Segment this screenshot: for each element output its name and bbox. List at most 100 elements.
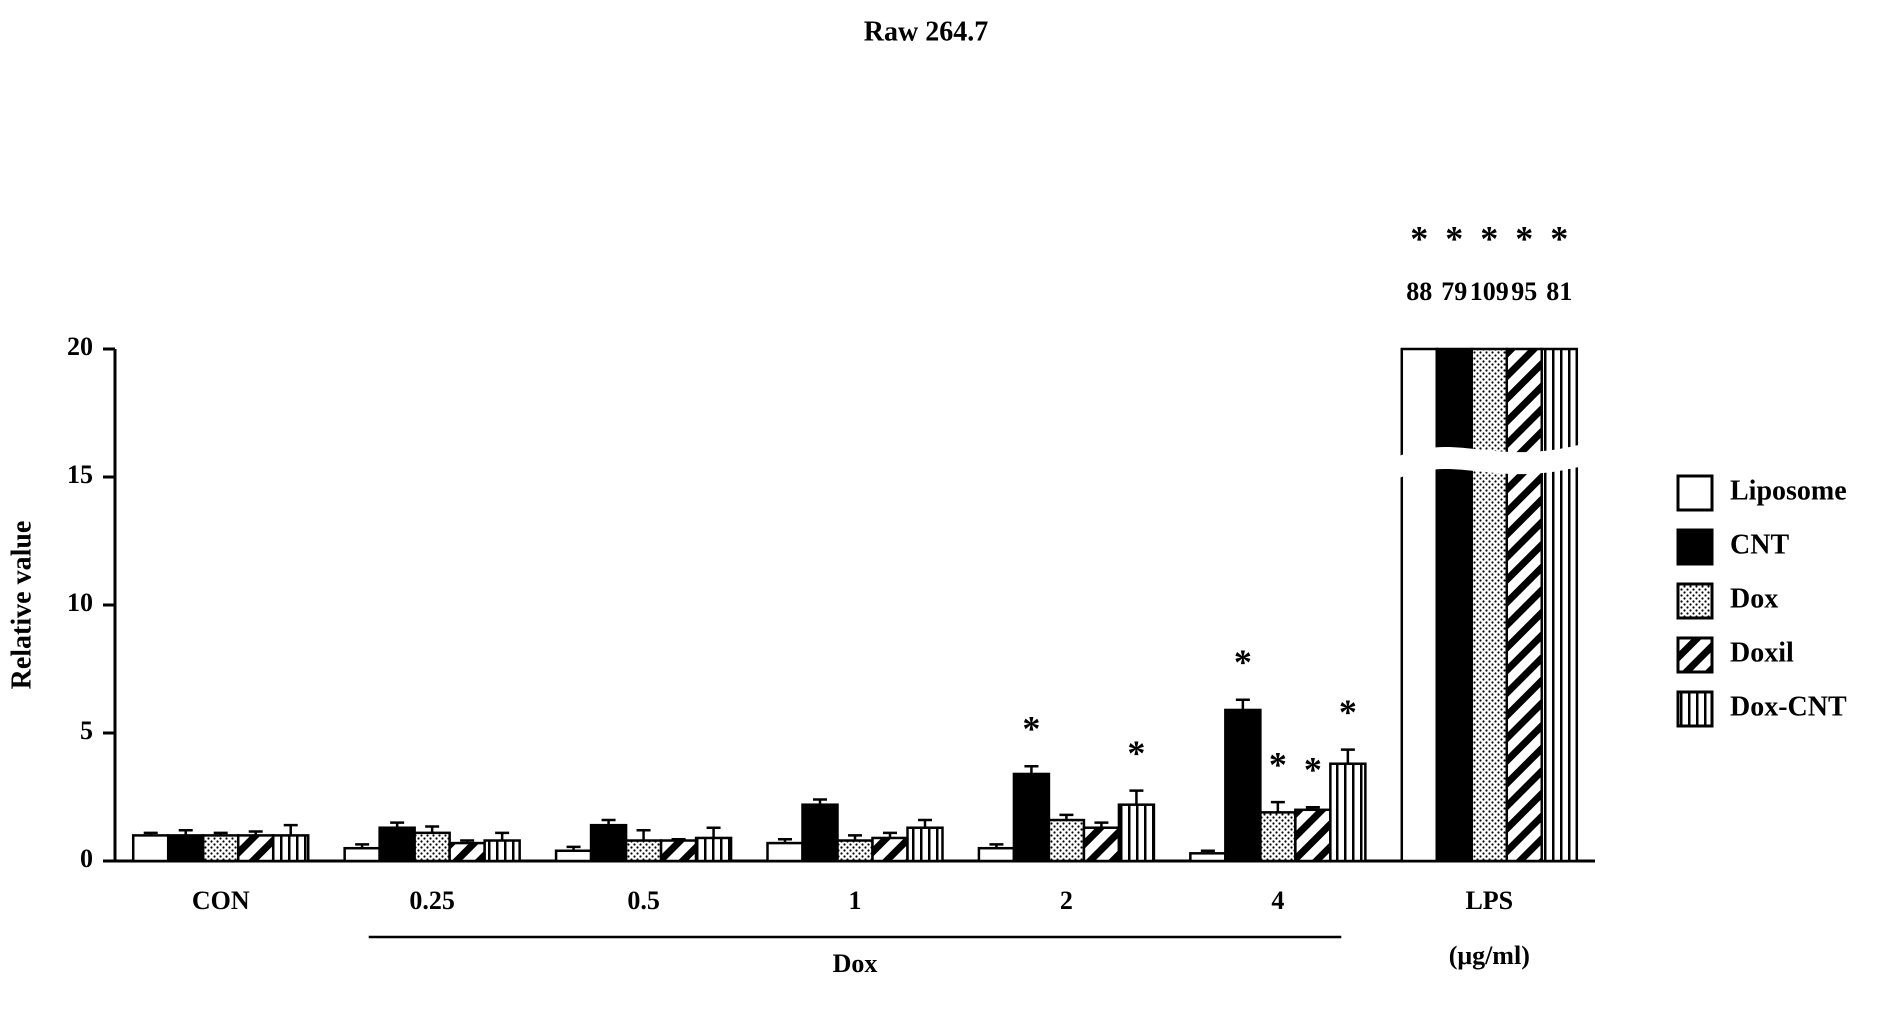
significance-star: *	[1515, 218, 1533, 258]
bar	[694, 836, 733, 863]
error-bar	[495, 831, 510, 841]
value-label: 95	[1511, 277, 1537, 306]
bar	[1329, 762, 1367, 863]
bar	[131, 834, 170, 863]
legend-label: Dox-CNT	[1730, 691, 1847, 722]
y-tick-label: 0	[80, 844, 93, 873]
bar	[1012, 772, 1051, 863]
error-bar	[425, 825, 440, 833]
bar	[1047, 818, 1086, 863]
bar	[1082, 826, 1121, 863]
error-bar	[1305, 805, 1320, 810]
x-tick-label: 4	[1271, 886, 1284, 915]
bar	[1294, 808, 1332, 863]
significance-star: *	[1127, 733, 1145, 773]
legend-swatch	[1676, 528, 1714, 566]
y-tick-label: 15	[67, 460, 93, 489]
bar	[1117, 803, 1156, 863]
value-label: 81	[1546, 277, 1572, 306]
bar	[1505, 347, 1544, 863]
x-unit-label: (μg/ml)	[1449, 941, 1530, 970]
significance-star: *	[1445, 218, 1463, 258]
significance-star: *	[1480, 218, 1498, 258]
legend-label: Dox	[1730, 583, 1778, 614]
value-label: 109	[1470, 277, 1509, 306]
legend-swatch	[1676, 636, 1714, 674]
x-tick-label: CON	[192, 886, 250, 915]
error-bar	[460, 839, 475, 844]
value-label: 79	[1441, 277, 1467, 306]
error-bar	[883, 831, 897, 838]
bar	[1435, 347, 1474, 863]
bar	[1540, 347, 1579, 863]
bar	[448, 841, 486, 863]
bar	[1224, 708, 1262, 863]
error-bar	[283, 823, 298, 836]
significance-star: *	[1339, 692, 1357, 732]
error-bar	[143, 831, 158, 836]
bar	[801, 803, 839, 863]
significance-star: *	[1269, 744, 1287, 784]
group-label: Dox	[833, 949, 878, 978]
y-tick-label: 20	[67, 332, 93, 361]
bar	[589, 823, 628, 863]
significance-star: *	[1022, 709, 1040, 749]
bar	[378, 826, 416, 863]
axis-break	[1397, 444, 1581, 479]
bar	[1189, 852, 1227, 863]
significance-star: *	[1234, 642, 1252, 682]
error-bar	[1200, 849, 1215, 854]
error-bar	[918, 818, 932, 828]
error-bar	[813, 798, 827, 805]
value-label: 88	[1406, 277, 1432, 306]
error-bar	[248, 830, 263, 836]
chart-title: Raw 264.7	[864, 16, 988, 47]
bar	[413, 831, 451, 863]
bar	[343, 846, 381, 863]
bar	[766, 841, 804, 863]
error-bar	[636, 829, 651, 841]
error-bar	[848, 834, 862, 841]
bar	[906, 826, 944, 863]
error-bar	[213, 831, 228, 836]
bar	[836, 839, 874, 863]
x-tick-label: 0.5	[627, 886, 660, 915]
error-bar	[1270, 800, 1285, 813]
y-tick-label: 10	[67, 588, 93, 617]
significance-star: *	[1410, 218, 1428, 258]
error-bar	[1129, 789, 1144, 805]
error-bar	[355, 843, 370, 849]
error-bar	[178, 829, 193, 836]
error-bar	[1340, 748, 1355, 764]
error-bar	[1059, 813, 1074, 821]
x-tick-label: 0.25	[409, 886, 455, 915]
bar	[271, 834, 310, 863]
bar	[554, 849, 593, 863]
error-bar	[671, 837, 686, 841]
error-bar	[1094, 821, 1109, 828]
error-bar	[778, 837, 792, 844]
legend-swatch	[1676, 474, 1714, 512]
x-tick-label: 2	[1060, 886, 1073, 915]
legend-label: CNT	[1730, 529, 1789, 560]
error-bar	[1235, 698, 1250, 710]
bar	[483, 839, 521, 863]
legend-label: Doxil	[1730, 637, 1794, 668]
bar	[1400, 347, 1439, 863]
x-tick-label: 1	[849, 886, 862, 915]
error-bar	[566, 845, 581, 851]
error-bar	[989, 843, 1004, 849]
error-bar	[706, 826, 721, 838]
bar	[659, 839, 698, 863]
bar	[871, 836, 909, 863]
bar	[1470, 347, 1509, 863]
bar	[166, 834, 205, 863]
bar	[624, 839, 663, 863]
legend-swatch	[1676, 582, 1714, 620]
legend-label: Liposome	[1730, 475, 1847, 506]
error-bar	[390, 821, 405, 828]
y-tick-label: 5	[80, 716, 93, 745]
significance-star: *	[1304, 750, 1322, 790]
